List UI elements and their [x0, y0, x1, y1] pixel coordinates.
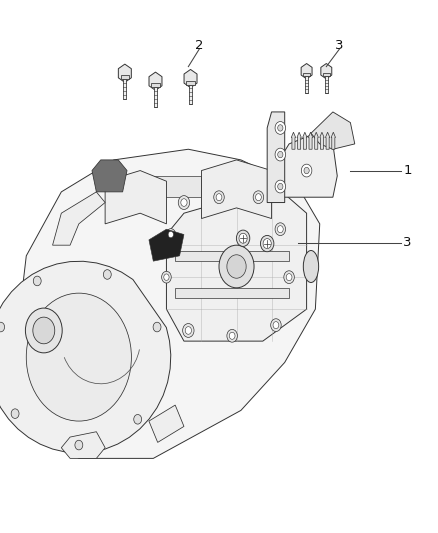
Circle shape: [227, 329, 237, 342]
Circle shape: [239, 233, 247, 243]
Polygon shape: [201, 160, 272, 219]
Polygon shape: [184, 69, 197, 87]
Polygon shape: [61, 432, 105, 458]
Circle shape: [237, 230, 250, 246]
Circle shape: [275, 148, 286, 161]
Bar: [123, 79, 127, 99]
Circle shape: [255, 193, 261, 201]
Polygon shape: [166, 187, 307, 341]
Circle shape: [284, 271, 294, 284]
Circle shape: [153, 322, 161, 332]
Text: 1: 1: [403, 164, 412, 177]
Bar: [303, 73, 310, 76]
FancyArrow shape: [325, 132, 330, 149]
Circle shape: [261, 236, 274, 252]
Circle shape: [219, 245, 254, 288]
Circle shape: [277, 225, 283, 233]
Text: 3: 3: [335, 39, 344, 52]
Circle shape: [275, 180, 286, 193]
Polygon shape: [149, 229, 184, 261]
Circle shape: [178, 196, 190, 209]
Circle shape: [164, 274, 169, 280]
Circle shape: [263, 239, 271, 248]
Circle shape: [11, 409, 19, 418]
FancyBboxPatch shape: [175, 288, 289, 298]
Polygon shape: [276, 133, 337, 197]
Bar: [154, 87, 157, 107]
FancyBboxPatch shape: [175, 251, 289, 261]
Polygon shape: [267, 112, 285, 203]
Ellipse shape: [303, 251, 318, 282]
Circle shape: [275, 223, 286, 236]
Circle shape: [278, 183, 283, 190]
Circle shape: [33, 276, 41, 286]
Circle shape: [214, 191, 224, 204]
Polygon shape: [92, 160, 127, 192]
FancyArrow shape: [331, 132, 336, 149]
FancyArrow shape: [297, 132, 301, 149]
Bar: [120, 75, 129, 79]
Bar: [189, 85, 192, 104]
FancyArrow shape: [320, 132, 324, 149]
Polygon shape: [149, 72, 162, 90]
Circle shape: [275, 122, 286, 134]
Polygon shape: [53, 192, 105, 245]
Polygon shape: [105, 171, 166, 224]
Circle shape: [168, 231, 173, 238]
Circle shape: [185, 327, 191, 334]
Circle shape: [162, 271, 171, 283]
Circle shape: [26, 293, 131, 421]
Polygon shape: [18, 149, 320, 458]
Circle shape: [278, 125, 283, 131]
Circle shape: [301, 164, 312, 177]
FancyArrow shape: [308, 132, 313, 149]
Circle shape: [75, 440, 83, 450]
Circle shape: [166, 229, 176, 240]
Circle shape: [103, 270, 111, 279]
Circle shape: [216, 193, 222, 201]
Text: 2: 2: [195, 39, 204, 52]
Polygon shape: [301, 63, 312, 79]
Polygon shape: [140, 176, 201, 197]
Bar: [323, 73, 330, 76]
Bar: [187, 80, 194, 85]
Circle shape: [304, 167, 309, 174]
Circle shape: [227, 255, 246, 278]
Polygon shape: [321, 63, 332, 79]
Circle shape: [271, 319, 281, 332]
Circle shape: [181, 199, 187, 206]
Polygon shape: [311, 112, 355, 149]
Circle shape: [253, 191, 264, 204]
Text: 3: 3: [403, 236, 412, 249]
Bar: [151, 83, 159, 87]
Polygon shape: [0, 261, 171, 453]
Circle shape: [183, 324, 194, 337]
Circle shape: [278, 151, 283, 158]
FancyArrow shape: [303, 132, 307, 149]
Circle shape: [0, 322, 4, 332]
Bar: [325, 76, 328, 93]
Polygon shape: [149, 405, 184, 442]
Polygon shape: [118, 64, 131, 82]
Circle shape: [286, 273, 292, 281]
Circle shape: [25, 308, 62, 353]
Circle shape: [229, 332, 235, 340]
Circle shape: [134, 415, 141, 424]
Circle shape: [273, 321, 279, 329]
FancyArrow shape: [314, 132, 318, 149]
Bar: [305, 76, 308, 93]
Circle shape: [33, 317, 55, 344]
FancyArrow shape: [291, 132, 296, 149]
